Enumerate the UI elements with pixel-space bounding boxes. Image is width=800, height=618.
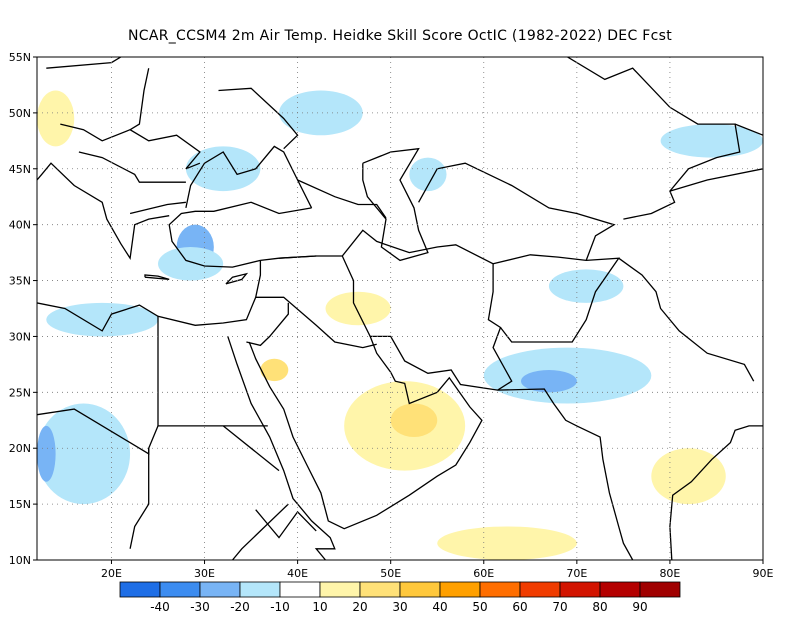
skill-region-21 bbox=[530, 146, 717, 180]
colorbar-label: 50 bbox=[472, 600, 487, 614]
lon-tick-label: 60E bbox=[473, 567, 494, 580]
skill-region-9 bbox=[37, 425, 56, 482]
lon-tick-label: 80E bbox=[659, 567, 680, 580]
lat-tick-label: 50N bbox=[9, 107, 31, 120]
boundary-line-14 bbox=[260, 255, 317, 262]
colorbar: -40 -30 -20 -10 10 20 30 40 50 60 70 80 90 bbox=[119, 581, 681, 614]
boundary-line-5 bbox=[227, 336, 336, 560]
colorbar-label: 60 bbox=[512, 600, 527, 614]
boundary-line-32 bbox=[669, 168, 763, 192]
lon-tick-label: 50E bbox=[380, 567, 401, 580]
map-frame bbox=[36, 56, 764, 561]
boundary-line-24 bbox=[128, 68, 201, 170]
lat-tick-label: 40N bbox=[9, 219, 31, 232]
boundary-line-1 bbox=[168, 201, 312, 268]
colorbar-swatch bbox=[119, 581, 161, 598]
lon-tick-label: 20E bbox=[101, 567, 122, 580]
colorbar-swatch bbox=[559, 581, 601, 598]
colorbar-swatch bbox=[639, 581, 681, 598]
colorbar-label: -10 bbox=[270, 600, 290, 614]
colorbar-swatch bbox=[399, 581, 441, 598]
map-axes: 20E 30E 40E 50E 60E 70E 80E 90E 10N 15N 20N 25N 30N 3… bbox=[9, 51, 774, 580]
island-outline-1 bbox=[144, 274, 170, 281]
lat-tick-label: 30N bbox=[9, 330, 31, 343]
boundary-line-8 bbox=[669, 425, 763, 560]
lon-tick-label: 70E bbox=[566, 567, 587, 580]
colorbar-label: -40 bbox=[150, 600, 170, 614]
colorbar-label: 20 bbox=[352, 600, 367, 614]
lon-tick-label: 90E bbox=[753, 567, 774, 580]
colorbar-swatch bbox=[439, 581, 481, 598]
colorbar-swatch bbox=[319, 581, 361, 598]
lat-tick-label: 10N bbox=[9, 554, 31, 567]
boundary-line-21 bbox=[255, 509, 317, 539]
map-title: NCAR_CCSM4 2m Air Temp. Heidke Skill Sco… bbox=[128, 28, 672, 44]
boundary-line-29 bbox=[297, 179, 387, 219]
skill-region-17 bbox=[437, 526, 577, 560]
skill-region-11 bbox=[325, 291, 391, 326]
skill-fill-layer bbox=[37, 57, 763, 560]
colorbar-label: 40 bbox=[432, 600, 447, 614]
boundary-line-31 bbox=[734, 123, 763, 136]
boundary-line-2 bbox=[37, 162, 170, 261]
lat-tick-label: 55N bbox=[9, 51, 31, 64]
skill-region-15 bbox=[260, 358, 289, 382]
boundary-line-4 bbox=[362, 147, 429, 262]
lat-tick-label: 35N bbox=[9, 275, 31, 288]
boundary-line-28 bbox=[218, 87, 299, 150]
boundary-line-0 bbox=[37, 260, 262, 332]
colorbar-label: 30 bbox=[392, 600, 407, 614]
lon-tick-label: 40E bbox=[287, 567, 308, 580]
colorbar-swatch bbox=[239, 581, 281, 598]
boundary-line-27 bbox=[129, 201, 186, 215]
skill-region-23 bbox=[521, 369, 577, 393]
colorbar-label: -20 bbox=[230, 600, 250, 614]
colorbar-swatch bbox=[519, 581, 561, 598]
lat-tick-label: 25N bbox=[9, 386, 31, 399]
boundary-line-12 bbox=[618, 257, 755, 382]
lat-lon-grid bbox=[37, 57, 763, 560]
boundary-line-13 bbox=[418, 162, 616, 261]
colorbar-swatch bbox=[599, 581, 641, 598]
colorbar-swatch bbox=[279, 581, 321, 598]
boundary-line-30 bbox=[567, 57, 741, 220]
lat-tick-label: 20N bbox=[9, 442, 31, 455]
colorbar-swatch bbox=[359, 581, 401, 598]
boundary-line-3 bbox=[185, 145, 313, 209]
boundary-line-17 bbox=[157, 316, 268, 427]
boundary-line-19 bbox=[129, 448, 150, 549]
colorbar-label: 90 bbox=[632, 600, 647, 614]
skill-region-3 bbox=[279, 90, 363, 136]
lat-tick-label: 45N bbox=[9, 163, 31, 176]
colorbar-swatch bbox=[159, 581, 201, 598]
boundary-line-20 bbox=[222, 425, 280, 472]
skill-region-26 bbox=[409, 157, 447, 192]
island-outline-0 bbox=[225, 272, 249, 285]
colorbar-label: 70 bbox=[552, 600, 567, 614]
boundary-line-11 bbox=[492, 254, 621, 343]
colorbar-label: 80 bbox=[592, 600, 607, 614]
boundary-line-22 bbox=[231, 503, 289, 560]
colorbar-swatch bbox=[479, 581, 521, 598]
skill-region-14 bbox=[390, 403, 438, 438]
colorbar-label: 10 bbox=[312, 600, 327, 614]
skill-region-6 bbox=[158, 247, 224, 281]
lon-tick-label: 30E bbox=[194, 567, 215, 580]
colorbar-swatch bbox=[199, 581, 241, 598]
colorbar-label: -30 bbox=[190, 600, 210, 614]
skill-region-24 bbox=[548, 269, 624, 303]
skill-region-7 bbox=[46, 302, 158, 337]
boundary-line-25 bbox=[60, 123, 131, 142]
boundary-line-26 bbox=[78, 151, 186, 183]
skill-region-25 bbox=[660, 124, 763, 158]
skill-region-2 bbox=[148, 68, 205, 113]
boundary-line-6 bbox=[248, 335, 483, 530]
lat-tick-label: 15N bbox=[9, 498, 31, 511]
boundary-line-15 bbox=[255, 296, 377, 349]
skill-region-27 bbox=[595, 314, 708, 348]
skill-region-1 bbox=[37, 90, 75, 147]
boundary-line-16 bbox=[246, 302, 289, 347]
